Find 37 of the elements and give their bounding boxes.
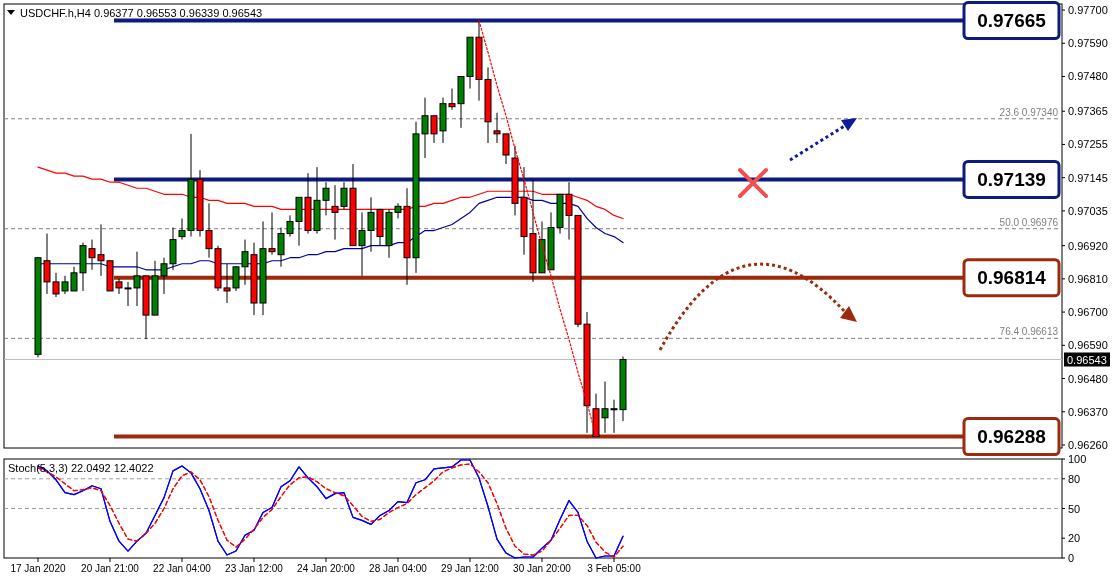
y-tick-label: 0.97590: [1068, 37, 1108, 50]
y-tick-label: 0.96810: [1068, 272, 1108, 285]
y-tick-label: 0.96480: [1068, 372, 1108, 385]
x-tick-label: 23 Jan 12:00: [225, 563, 284, 574]
x-tick-label: 28 Jan 04:00: [369, 563, 428, 574]
x-tick-label: 29 Jan 12:00: [441, 563, 500, 574]
ref-line-label: 76.4 0.96613: [999, 326, 1059, 338]
y-tick-label: 0.96370: [1068, 405, 1108, 418]
x-tick-label: 30 Jan 20:00: [513, 563, 572, 574]
chart-title: USDCHF.h,H4 0.96377 0.96553 0.96339 0.96543: [20, 7, 263, 19]
x-tick-label: 17 Jan 2020: [10, 563, 66, 574]
y-tick-label: 0.97255: [1068, 138, 1108, 151]
y-tick-label: 0.97035: [1068, 204, 1108, 217]
x-tick-label: 3 Feb 05:00: [587, 563, 642, 574]
y-tick-label: 0.97480: [1068, 70, 1108, 83]
ref-line-label: 0.97139: [977, 168, 1046, 190]
y-tick-label: 0: [1068, 552, 1075, 564]
y-tick-label: 0.96590: [1068, 339, 1108, 352]
ref-line-label: 0.96288: [977, 426, 1046, 448]
ref-line-label: 0.97665: [977, 10, 1047, 32]
y-tick-label: 0.96920: [1068, 239, 1108, 252]
y-tick-label: 80: [1068, 472, 1081, 485]
y-tick-label: 0.96260: [1068, 438, 1108, 451]
y-tick-label: 0.97145: [1068, 171, 1108, 184]
ref-line-label: 23.6 0.97340: [999, 106, 1059, 118]
x-tick-label: 20 Jan 21:00: [81, 563, 140, 574]
ref-line-label: 50.0 0.96976: [999, 216, 1059, 228]
x-tick-label: 24 Jan 20:00: [297, 563, 356, 574]
y-tick-label: 50: [1068, 502, 1081, 515]
y-tick-label: 0.96700: [1068, 306, 1108, 319]
y-tick-label: 100: [1068, 453, 1087, 465]
y-tick-label: 0.97700: [1068, 4, 1108, 17]
y-tick-label: 0.97365: [1068, 105, 1108, 118]
x-tick-label: 22 Jan 04:00: [153, 563, 212, 574]
ref-line-label: 0.96543: [1067, 353, 1107, 366]
ref-line-label: 0.96814: [977, 267, 1047, 289]
y-tick-label: 20: [1068, 532, 1081, 545]
